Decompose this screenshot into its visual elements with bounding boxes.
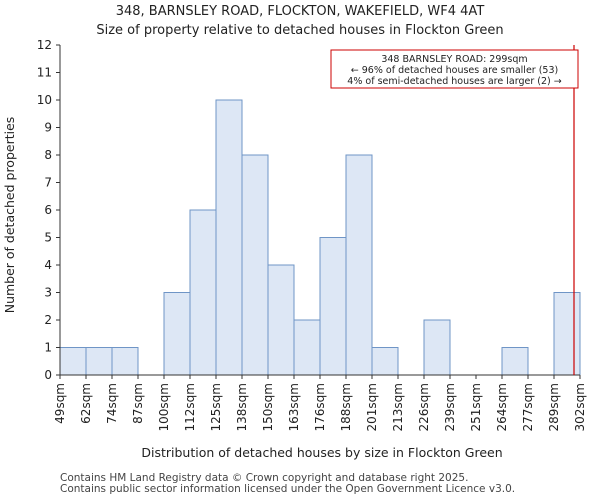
- x-tick-label-49sqm: 49sqm: [53, 383, 67, 424]
- x-tick-label-226sqm: 226sqm: [417, 383, 431, 431]
- chart-subtitle: Size of property relative to detached ho…: [96, 23, 504, 38]
- attribution-line-2: Contains public sector information licen…: [60, 483, 516, 495]
- y-tick-label-10: 10: [37, 93, 52, 107]
- annotation-line-1: 348 BARNSLEY ROAD: 299sqm: [381, 54, 527, 65]
- chart-title: 348, BARNSLEY ROAD, FLOCKTON, WAKEFIELD,…: [115, 4, 485, 19]
- chart-title-block: 348, BARNSLEY ROAD, FLOCKTON, WAKEFIELD,…: [0, 0, 600, 40]
- y-tick-label-3: 3: [44, 286, 52, 300]
- x-tick-label-163sqm: 163sqm: [287, 383, 301, 431]
- bar-289sqm: [553, 292, 581, 376]
- y-tick-label-2: 2: [44, 313, 52, 327]
- y-tick-label-1: 1: [44, 341, 52, 355]
- x-tick-label-74sqm: 74sqm: [105, 383, 119, 424]
- bar-125sqm: [215, 99, 243, 376]
- bar-62sqm: [85, 347, 113, 376]
- bar-100sqm: [163, 292, 191, 376]
- bar-138sqm: [241, 154, 269, 376]
- x-tick-label-251sqm: 251sqm: [469, 383, 483, 431]
- x-tick-label-100sqm: 100sqm: [157, 383, 171, 431]
- bar-264sqm: [501, 347, 529, 376]
- y-tick-label-9: 9: [44, 121, 52, 135]
- x-tick-label-138sqm: 138sqm: [235, 383, 249, 431]
- bar-74sqm: [111, 347, 139, 376]
- x-tick-label-277sqm: 277sqm: [521, 383, 535, 431]
- x-axis-title: Distribution of detached houses by size …: [141, 445, 502, 460]
- x-tick-label-264sqm: 264sqm: [495, 383, 509, 431]
- annotation-box: [330, 49, 579, 89]
- y-tick-label-7: 7: [44, 176, 52, 190]
- annotation-line-2: ← 96% of detached houses are smaller (53…: [351, 65, 558, 76]
- x-tick-label-62sqm: 62sqm: [79, 383, 93, 424]
- attribution-line-1: Contains HM Land Registry data © Crown c…: [60, 472, 469, 484]
- bar-176sqm: [319, 237, 347, 376]
- attribution-footer: Contains HM Land Registry data © Crown c…: [60, 473, 515, 495]
- x-tick-label-150sqm: 150sqm: [261, 383, 275, 431]
- bar-163sqm: [293, 319, 321, 376]
- x-tick-label-176sqm: 176sqm: [313, 383, 327, 431]
- y-tick-label-0: 0: [44, 368, 52, 382]
- y-tick-label-6: 6: [44, 203, 52, 217]
- y-tick-label-8: 8: [44, 148, 52, 162]
- bar-188sqm: [345, 154, 373, 376]
- x-tick-label-289sqm: 289sqm: [547, 383, 561, 431]
- x-tick-label-125sqm: 125sqm: [209, 383, 223, 431]
- x-tick-label-87sqm: 87sqm: [131, 383, 145, 424]
- x-tick-label-239sqm: 239sqm: [443, 383, 457, 431]
- annotation-line-3: 4% of semi-detached houses are larger (2…: [347, 76, 561, 87]
- y-axis-title: Number of detached properties: [2, 117, 17, 314]
- bar-201sqm: [371, 347, 399, 376]
- x-tick-label-112sqm: 112sqm: [183, 383, 197, 431]
- x-tick-label-302sqm: 302sqm: [573, 383, 587, 431]
- bar-226sqm: [423, 319, 451, 376]
- y-tick-label-11: 11: [37, 66, 52, 80]
- bar-150sqm: [267, 264, 295, 376]
- y-tick-label-5: 5: [44, 231, 52, 245]
- bar-49sqm: [59, 347, 87, 376]
- x-tick-label-188sqm: 188sqm: [339, 383, 353, 431]
- x-tick-label-201sqm: 201sqm: [365, 383, 379, 431]
- bar-112sqm: [189, 209, 217, 376]
- x-tick-label-213sqm: 213sqm: [391, 383, 405, 431]
- y-tick-label-4: 4: [44, 258, 52, 272]
- y-tick-label-12: 12: [37, 38, 52, 52]
